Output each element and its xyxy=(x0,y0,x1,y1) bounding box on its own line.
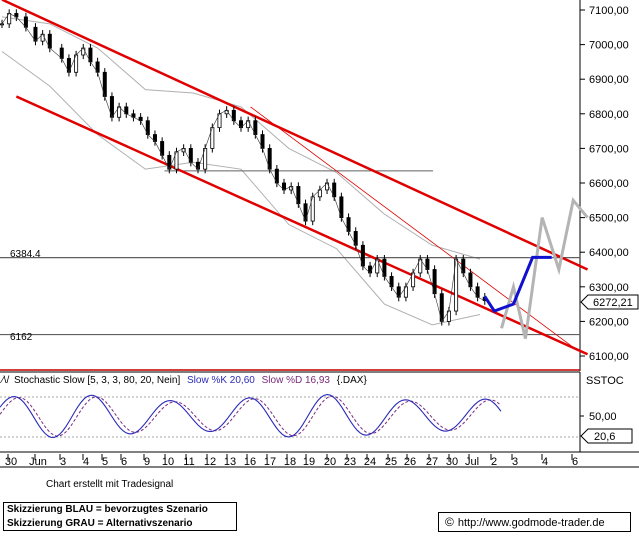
date-tick-label: 17 xyxy=(264,456,276,468)
date-axis: 30 Jun 3 4 5 6 9 10 11 12 13 16 17 18 19 20 23 24 25 26 27 30… xyxy=(0,454,639,468)
website-link[interactable]: © http://www.godmode-trader.de xyxy=(438,512,631,532)
osc-symbol: {.DAX} xyxy=(337,375,368,386)
price-tick-label: 6700,00 xyxy=(589,143,629,155)
date-tick-label: 10 xyxy=(162,456,174,468)
date-tick-label: 19 xyxy=(303,456,315,468)
date-tick-label: 5 xyxy=(102,456,108,468)
date-tick-label: 9 xyxy=(144,456,150,468)
osc-title: Stochastic Slow [5, 3, 3, 80, 20, Nein] xyxy=(14,375,180,386)
date-tick-label: 2 xyxy=(491,456,497,468)
price-candles xyxy=(0,9,487,326)
candle-body xyxy=(59,47,64,59)
channel-upper-line xyxy=(1,0,589,271)
date-tick-label: 3 xyxy=(512,456,518,468)
date-tick-label: 30 xyxy=(5,456,17,468)
date-tick-label: 4 xyxy=(542,456,548,468)
date-tick-label: 18 xyxy=(284,456,296,468)
moving-average xyxy=(1,13,485,323)
date-tick-label: 13 xyxy=(224,456,236,468)
band-lower xyxy=(1,51,481,326)
date-tick-label: 4 xyxy=(83,456,89,468)
horizontal-levels xyxy=(0,170,580,336)
chart-credit: Chart erstellt mit Tradesignal xyxy=(46,479,174,490)
price-tick-label: 6500,00 xyxy=(589,213,629,225)
price-tick-label: 7000,00 xyxy=(589,40,629,52)
scenario-legend: Skizzierung BLAU = bevorzugtes Szenario … xyxy=(3,502,237,531)
date-tick-label: 6 xyxy=(121,456,127,468)
copyright-icon: © xyxy=(445,515,454,529)
website-url: http://www.godmode-trader.de xyxy=(457,517,605,529)
scenario-grey-path xyxy=(500,196,589,340)
scenario-sketches xyxy=(483,196,589,340)
price-tick-label: 6900,00 xyxy=(589,74,629,86)
date-tick-label: 23 xyxy=(344,456,356,468)
stochastic-lines xyxy=(0,394,502,438)
scenario-blue-path xyxy=(483,255,552,313)
date-tick-label: 11 xyxy=(183,456,194,468)
price-tick-label: 6600,00 xyxy=(589,178,629,190)
date-tick-label: 30 xyxy=(446,456,458,468)
osc-k-label: Slow %K 20,60 xyxy=(187,375,255,386)
stoch-d-line xyxy=(0,395,502,437)
bollinger-bands xyxy=(1,16,481,326)
stoch-k-line xyxy=(0,394,502,438)
date-tick-label: 25 xyxy=(385,456,397,468)
current-price-label: 6272,21 xyxy=(593,297,633,309)
channel-inner-line xyxy=(250,106,576,350)
band-upper xyxy=(1,16,481,260)
level-label-upper: 6384.4 xyxy=(10,249,41,260)
price-tick-label: 6800,00 xyxy=(589,109,629,121)
date-tick-label: 16 xyxy=(244,456,256,468)
stochastic-panel: ⁄\/ Stochastic Slow [5, 3, 3, 80, 20, Ne… xyxy=(0,371,639,453)
trend-channel xyxy=(1,0,589,356)
date-tick-label: 3 xyxy=(60,456,66,468)
osc-current-label: 20,6 xyxy=(594,431,615,443)
osc-arrow-icon: ⁄\/ xyxy=(0,375,9,386)
channel-lower-line xyxy=(15,95,589,356)
price-tick-label: 6200,00 xyxy=(589,316,629,328)
osc-d-label: Slow %D 16,93 xyxy=(262,375,331,386)
level-label-lower: 6162 xyxy=(10,332,33,343)
date-tick-label: 26 xyxy=(404,456,416,468)
price-tick-label: 6400,00 xyxy=(589,247,629,259)
date-tick-label: 20 xyxy=(324,456,336,468)
price-panel: 7100,00 7000,00 6900,00 6800,00 6700,00 6600,… xyxy=(0,0,639,371)
date-tick-label: Jun xyxy=(29,456,47,468)
date-tick-label: Jul xyxy=(465,456,479,468)
date-tick-label: 24 xyxy=(364,456,376,468)
legend-blue: Skizzierung BLAU = bevorzugtes Szenario xyxy=(7,504,208,515)
osc-current-marker: 20,6 xyxy=(580,428,633,444)
legend-grey: Skizzierung GRAU = Alternativszenario xyxy=(7,518,193,529)
candle-body xyxy=(0,23,4,26)
osc-tick-label-50: 50,00 xyxy=(589,411,617,423)
date-tick-label: 6 xyxy=(572,456,578,468)
osc-title-line: ⁄\/ Stochastic Slow [5, 3, 3, 80, 20, Ne… xyxy=(0,375,367,386)
date-tick-label: 12 xyxy=(204,456,216,468)
price-tick-label: 6300,00 xyxy=(589,282,629,294)
current-price-marker: 6272,21 xyxy=(580,294,639,310)
price-tick-label: 6100,00 xyxy=(589,351,629,363)
price-tick-label: 7100,00 xyxy=(589,5,629,17)
price-axis: 7100,00 7000,00 6900,00 6800,00 6700,00 6600,… xyxy=(580,5,629,363)
date-tick-label: 27 xyxy=(426,456,438,468)
osc-axis-label: SSTOC xyxy=(586,375,624,387)
